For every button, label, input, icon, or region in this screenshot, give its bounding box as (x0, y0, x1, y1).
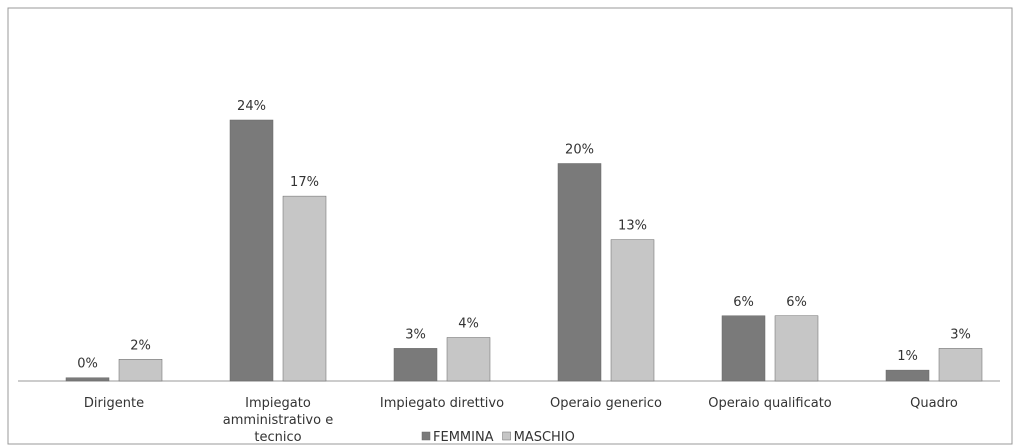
bar (282, 195, 327, 382)
frame (7, 7, 1013, 445)
value-label: 3% (405, 327, 426, 342)
bar (610, 239, 655, 382)
value-label: 13% (618, 219, 647, 234)
x-tick-label: Operaio qualificato (708, 396, 832, 411)
bar (557, 163, 602, 382)
legend-label: MASCHIO (514, 430, 575, 445)
bar (65, 377, 110, 382)
x-tick-label: Impiegato direttivo (379, 396, 505, 411)
x-tick-label: Impiegato amministrativo e tecnico (222, 396, 334, 445)
x-tick-label: Dirigente (83, 396, 145, 411)
value-label: 4% (458, 317, 479, 332)
legend-label: FEMMINA (433, 430, 494, 445)
legend-swatch (502, 431, 511, 441)
value-label: 20% (565, 143, 594, 158)
value-label: 6% (786, 295, 807, 310)
value-label: 17% (290, 175, 319, 190)
value-label: 3% (950, 327, 971, 342)
bar (393, 348, 438, 382)
value-label: 1% (897, 349, 918, 364)
value-label: 24% (237, 99, 266, 114)
x-tick-label: Quadro (910, 396, 958, 411)
bar (446, 337, 491, 382)
value-label: 6% (733, 295, 754, 310)
x-tick-label: Operaio generico (549, 396, 663, 411)
bar (229, 119, 274, 382)
value-label: 0% (77, 357, 98, 372)
bar (118, 359, 163, 382)
bar (938, 348, 983, 382)
legend-swatch (421, 431, 431, 441)
bar (885, 369, 930, 382)
value-label: 2% (130, 338, 151, 353)
bar (721, 315, 766, 382)
bar (774, 315, 819, 382)
